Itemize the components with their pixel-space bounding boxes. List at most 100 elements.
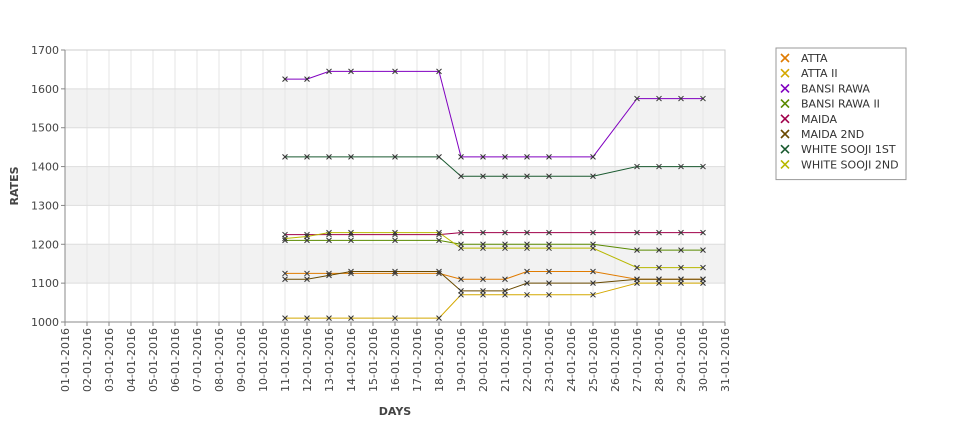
legend-label: BANSI RAWA II bbox=[801, 98, 880, 111]
data-point bbox=[502, 245, 508, 252]
data-point bbox=[546, 245, 552, 252]
data-point bbox=[700, 264, 706, 271]
x-tick-label: 12-01-2016 bbox=[301, 328, 314, 392]
data-point bbox=[524, 245, 530, 252]
data-point bbox=[546, 173, 552, 180]
legend: ATTA ATTA II BANSI RAWA BANSI RAWA II MAIDA M… bbox=[775, 47, 907, 181]
data-point bbox=[634, 247, 640, 253]
y-tick-label: 1200 bbox=[31, 238, 59, 251]
data-point bbox=[634, 264, 640, 271]
x-tick-label: 09-01-2016 bbox=[235, 328, 248, 392]
data-point bbox=[282, 315, 288, 321]
series-maida bbox=[282, 229, 706, 238]
data-point bbox=[700, 229, 706, 236]
x-tick-label: 31-01-2016 bbox=[719, 328, 732, 392]
data-point bbox=[326, 68, 332, 75]
data-point bbox=[480, 154, 486, 160]
y-tick-label: 1000 bbox=[31, 316, 59, 329]
x-axis: 01-01-2016 02-01-2016 03-01-2016 04-01-2016… bbox=[59, 321, 732, 392]
data-point bbox=[392, 229, 398, 236]
legend-item: WHITE SOOJI 2ND bbox=[780, 158, 899, 171]
x-tick-label: 08-01-2016 bbox=[213, 328, 226, 392]
legend-box bbox=[775, 47, 907, 181]
x-tick-label: 19-01-2016 bbox=[455, 328, 468, 392]
data-point bbox=[524, 280, 530, 286]
x-tick-label: 15-01-2016 bbox=[367, 328, 380, 392]
data-point bbox=[678, 95, 684, 102]
legend-item: ATTA II bbox=[780, 67, 838, 80]
data-point bbox=[326, 237, 332, 244]
data-point bbox=[458, 276, 464, 283]
data-point bbox=[348, 268, 354, 275]
data-point bbox=[524, 268, 530, 275]
data-point bbox=[700, 247, 706, 253]
series-line bbox=[285, 239, 703, 251]
x-tick-label: 17-01-2016 bbox=[411, 328, 424, 392]
data-point bbox=[392, 268, 398, 275]
x-tick-label: 04-01-2016 bbox=[125, 328, 138, 392]
x-tick-label: 25-01-2016 bbox=[587, 328, 600, 392]
y-tick-label: 1300 bbox=[31, 199, 59, 212]
data-point bbox=[436, 237, 442, 244]
legend-item: MAIDA 2ND bbox=[780, 128, 864, 141]
x-tick-label: 29-01-2016 bbox=[675, 328, 688, 392]
data-point bbox=[480, 229, 486, 236]
legend-marker bbox=[780, 68, 790, 78]
data-point bbox=[590, 154, 596, 160]
y-tick-label: 1400 bbox=[31, 161, 59, 174]
x-tick-label: 27-01-2016 bbox=[631, 328, 644, 392]
x-tick-label: 11-01-2016 bbox=[279, 328, 292, 392]
data-point bbox=[546, 268, 552, 275]
data-point bbox=[304, 233, 310, 240]
legend-label: MAIDA bbox=[801, 113, 838, 126]
series-bansi-rawa bbox=[282, 68, 706, 160]
legend-marker bbox=[780, 53, 790, 63]
legend-label: ATTA bbox=[801, 52, 828, 65]
x-tick-label: 24-01-2016 bbox=[565, 328, 578, 392]
data-point bbox=[634, 229, 640, 236]
series-maida-2nd bbox=[282, 268, 706, 294]
data-point bbox=[348, 68, 354, 75]
data-point bbox=[436, 68, 442, 75]
data-point bbox=[304, 270, 310, 277]
legend-label: MAIDA 2ND bbox=[801, 128, 864, 141]
data-point bbox=[304, 315, 310, 321]
x-tick-label: 13-01-2016 bbox=[323, 328, 336, 392]
data-point bbox=[348, 229, 354, 236]
series-line bbox=[285, 282, 703, 319]
data-point bbox=[656, 95, 662, 102]
data-point bbox=[458, 288, 464, 294]
data-point bbox=[392, 68, 398, 75]
series-layer bbox=[282, 68, 706, 321]
data-point bbox=[348, 237, 354, 244]
series-white-sooji-2nd bbox=[282, 229, 706, 271]
data-point bbox=[348, 315, 354, 321]
data-point bbox=[590, 280, 596, 286]
data-point bbox=[590, 173, 596, 180]
y-tick-label: 1600 bbox=[31, 83, 59, 96]
y-axis: 1000 1100 1200 1300 1400 1500 1600 1700 bbox=[31, 44, 66, 329]
legend-item: ATTA bbox=[780, 52, 828, 65]
x-tick-label: 22-01-2016 bbox=[521, 328, 534, 392]
data-point bbox=[502, 288, 508, 294]
data-point bbox=[348, 154, 354, 160]
data-point bbox=[524, 154, 530, 160]
data-point bbox=[656, 229, 662, 236]
data-point bbox=[458, 245, 464, 252]
x-tick-label: 21-01-2016 bbox=[499, 328, 512, 392]
series-line bbox=[285, 156, 703, 177]
legend-label: BANSI RAWA bbox=[801, 82, 870, 95]
legend-marker bbox=[780, 99, 790, 109]
x-tick-label: 14-01-2016 bbox=[345, 328, 358, 392]
data-point bbox=[436, 268, 442, 275]
data-point bbox=[700, 276, 706, 283]
series-bansi-rawa-ii bbox=[282, 237, 706, 253]
data-point bbox=[458, 154, 464, 160]
data-point bbox=[326, 315, 332, 321]
legend-marker bbox=[780, 129, 790, 139]
data-point bbox=[480, 245, 486, 252]
data-point bbox=[700, 95, 706, 102]
data-point bbox=[678, 163, 684, 170]
data-point bbox=[546, 229, 552, 236]
legend-marker bbox=[780, 159, 790, 169]
